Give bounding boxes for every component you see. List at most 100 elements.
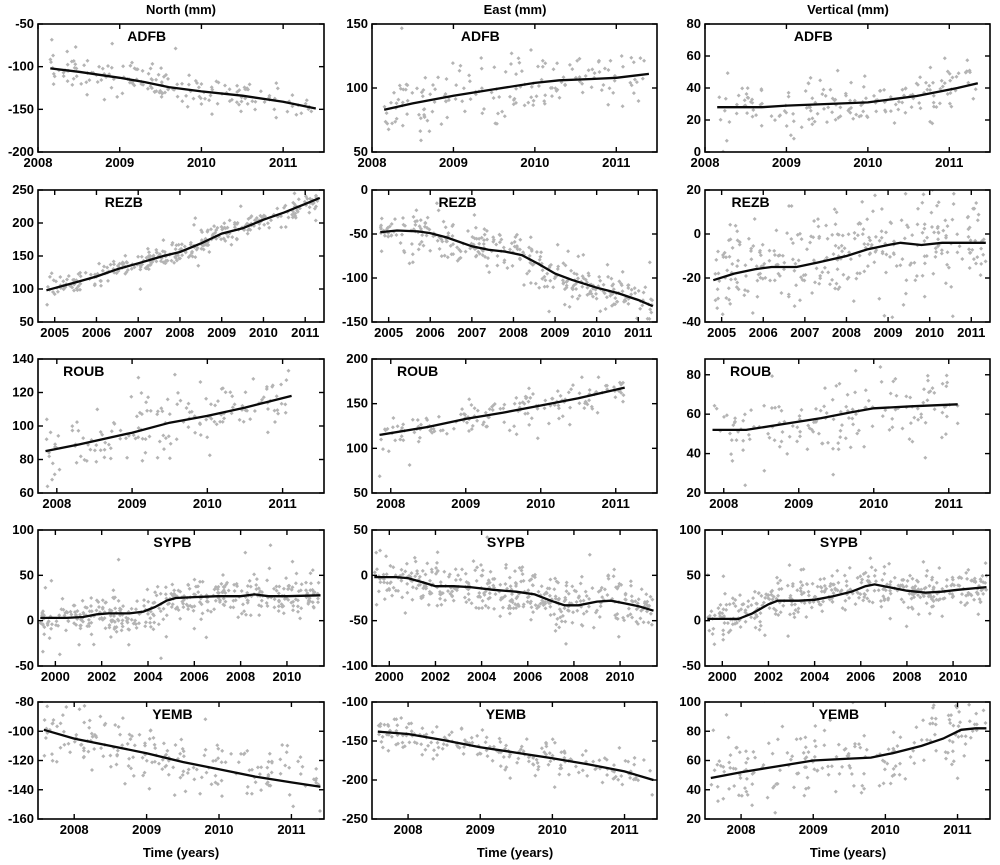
station-label: YEMB xyxy=(152,706,192,722)
x-tick-label: 2006 xyxy=(513,669,542,684)
x-tick-label: 2010 xyxy=(939,669,968,684)
y-tick-label: 40 xyxy=(687,80,701,95)
x-tick-label: 2004 xyxy=(800,669,830,684)
trend-line xyxy=(50,67,317,110)
y-tick-label: 250 xyxy=(12,182,34,197)
y-tick-label: 100 xyxy=(346,440,368,455)
x-tick-label: 2008 xyxy=(691,155,720,170)
x-tick-label: 2010 xyxy=(859,496,888,511)
x-tick-label: 2006 xyxy=(749,325,778,340)
panel-rezb-vertical: 2005 2006 2007 2008 2009 2010 2011 20 0 -20 -40 REZ… xyxy=(682,182,991,340)
y-tick-label: 60 xyxy=(687,406,701,421)
x-tick-label: 2009 xyxy=(772,155,801,170)
x-tick-label: 2007 xyxy=(124,325,153,340)
station-label: REZB xyxy=(438,194,476,210)
x-tick-label: 2000 xyxy=(41,669,70,684)
x-tick-label: 2008 xyxy=(727,822,756,837)
x-tick-label: 2008 xyxy=(394,822,423,837)
trend-line xyxy=(43,728,321,788)
panel-sypb-vertical: 2000 2002 2004 2006 2008 2010 100 50 0 -50 SYPB xyxy=(679,522,991,684)
x-tick-label: 2005 xyxy=(374,325,403,340)
x-tick-label: 2009 xyxy=(799,822,828,837)
y-tick-label: 0 xyxy=(27,613,34,628)
y-tick-label: -150 xyxy=(8,101,34,116)
x-tick-label: 2000 xyxy=(708,669,737,684)
y-tick-label: 80 xyxy=(687,367,701,382)
panel-yemb-vertical: 2008 2009 2010 2011 100 80 60 40 20 YEMB xyxy=(679,694,991,837)
station-label: ADFB xyxy=(127,28,166,44)
x-tick-label: 2000 xyxy=(375,669,404,684)
panel-sypb-east: 2000 2002 2004 2006 2008 2010 50 0 -50 -100 SYPB xyxy=(342,522,658,684)
y-tick-label: 100 xyxy=(12,281,34,296)
trend-line xyxy=(712,403,958,432)
x-tick-label: 2010 xyxy=(249,325,278,340)
scatter-points xyxy=(705,556,989,647)
scatter-points xyxy=(372,535,655,666)
station-label: ROUB xyxy=(397,363,438,379)
y-tick-label: 50 xyxy=(687,567,701,582)
y-tick-label: 0 xyxy=(694,144,701,159)
y-tick-label: -100 xyxy=(8,723,34,738)
axes-box xyxy=(371,529,658,667)
y-tick-label: 0 xyxy=(361,567,368,582)
y-tick-label: 100 xyxy=(679,522,701,537)
y-tick-label: -40 xyxy=(682,314,701,329)
x-tick-label: 2008 xyxy=(24,155,53,170)
scatter-points xyxy=(378,201,655,321)
panel-adfb-east: 2008 2009 2010 2011 150 100 50 ADFB xyxy=(346,16,658,170)
x-tick-label: 2008 xyxy=(358,155,387,170)
x-tick-label: 2007 xyxy=(457,325,486,340)
trend-line xyxy=(717,82,979,109)
x-tick-label: 2011 xyxy=(602,155,630,170)
scatter-points xyxy=(45,191,320,307)
y-tick-label: 60 xyxy=(20,485,34,500)
x-tick-label: 2009 xyxy=(541,325,570,340)
y-tick-label: -80 xyxy=(15,694,34,709)
y-tick-label: 50 xyxy=(354,144,368,159)
station-label: ROUB xyxy=(63,363,104,379)
x-tick-label: 2010 xyxy=(520,155,549,170)
station-label: REZB xyxy=(732,194,770,210)
x-tick-label: 2008 xyxy=(499,325,528,340)
panel-roub-vertical: 2008 2009 2010 2011 80 60 40 20 ROUB xyxy=(687,358,991,511)
y-tick-label: 0 xyxy=(361,182,368,197)
x-axis-label-east: Time (years) xyxy=(476,845,554,860)
x-tick-label: 2011 xyxy=(935,496,963,511)
station-label: ROUB xyxy=(730,363,771,379)
y-tick-label: 150 xyxy=(346,396,368,411)
y-tick-label: 20 xyxy=(687,485,701,500)
y-tick-label: -250 xyxy=(342,811,368,826)
y-tick-label: 120 xyxy=(12,385,34,400)
y-tick-label: -100 xyxy=(342,694,368,709)
station-label: SYPB xyxy=(820,534,858,550)
y-tick-label: 80 xyxy=(687,723,701,738)
x-tick-label: 2011 xyxy=(935,155,963,170)
y-tick-label: 100 xyxy=(12,418,34,433)
x-tick-label: 2004 xyxy=(467,669,497,684)
y-tick-label: 50 xyxy=(354,522,368,537)
station-label: YEMB xyxy=(486,706,526,722)
y-tick-label: 140 xyxy=(12,351,34,366)
y-tick-label: -200 xyxy=(342,772,368,787)
trend-line xyxy=(710,727,987,780)
y-tick-label: 20 xyxy=(687,112,701,127)
scatter-points xyxy=(376,716,655,797)
scatter-points xyxy=(377,375,626,479)
y-tick-label: 40 xyxy=(687,782,701,797)
y-tick-label: 0 xyxy=(694,613,701,628)
x-tick-label: 2010 xyxy=(205,822,234,837)
y-tick-label: 100 xyxy=(12,522,34,537)
trend-line xyxy=(46,196,321,292)
x-tick-label: 2009 xyxy=(207,325,236,340)
panel-roub-east: 2008 2009 2010 2011 200 150 100 50 ROUB xyxy=(346,351,658,511)
y-tick-label: 40 xyxy=(687,446,701,461)
x-tick-label: 2010 xyxy=(193,496,222,511)
y-tick-label: -100 xyxy=(342,658,368,673)
y-tick-label: 100 xyxy=(679,694,701,709)
trend-line xyxy=(45,394,292,453)
y-tick-label: 50 xyxy=(20,314,34,329)
y-tick-label: -50 xyxy=(682,658,701,673)
x-tick-label: 2002 xyxy=(754,669,783,684)
x-axis-label-north: Time (years) xyxy=(142,845,220,860)
column-title-north: North (mm) xyxy=(145,2,217,17)
